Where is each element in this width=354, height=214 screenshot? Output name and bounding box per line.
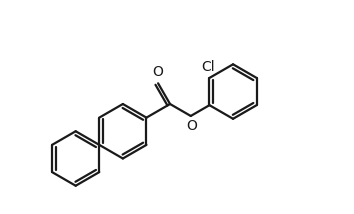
Text: O: O [186,119,197,133]
Text: Cl: Cl [201,60,215,74]
Text: O: O [153,65,164,79]
